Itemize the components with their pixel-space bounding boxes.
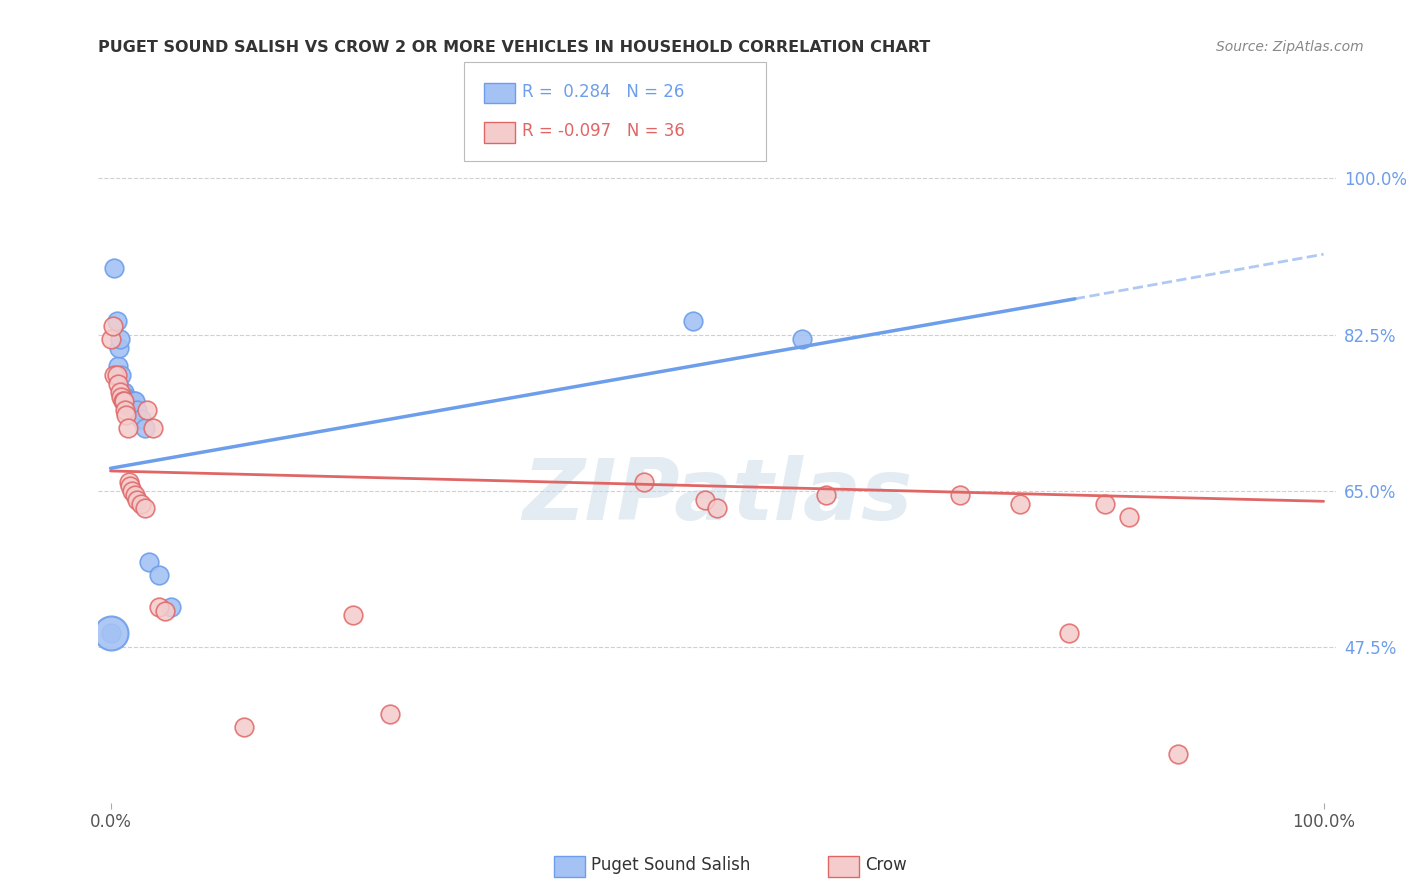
Point: [118, 475, 141, 489]
Point: [107, 359, 129, 373]
Point: [100, 626, 122, 640]
Point: [121, 399, 143, 413]
Point: [120, 394, 142, 409]
Point: [1167, 747, 1189, 761]
Point: [111, 394, 134, 409]
Point: [100, 332, 122, 346]
Point: [110, 368, 132, 382]
Point: [1057, 626, 1080, 640]
Point: [138, 555, 160, 569]
Point: [105, 368, 128, 382]
Point: [790, 332, 813, 346]
Point: [148, 568, 170, 582]
Point: [706, 501, 728, 516]
Point: [127, 403, 149, 417]
Point: [134, 501, 156, 516]
Point: [117, 421, 139, 435]
Point: [693, 492, 716, 507]
Point: [160, 599, 183, 614]
Point: [815, 488, 838, 502]
Point: [118, 394, 141, 409]
Text: ZIPatlas: ZIPatlas: [522, 455, 912, 538]
Point: [114, 390, 136, 404]
Point: [153, 604, 176, 618]
Point: [129, 497, 152, 511]
Point: [110, 332, 132, 346]
Point: [124, 394, 146, 409]
Point: [108, 341, 131, 355]
Text: Puget Sound Salish: Puget Sound Salish: [591, 856, 749, 874]
Point: [122, 394, 145, 409]
Point: [103, 368, 125, 382]
Point: [1094, 497, 1116, 511]
Point: [118, 479, 141, 493]
Point: [103, 260, 125, 275]
Text: Source: ZipAtlas.com: Source: ZipAtlas.com: [1216, 40, 1364, 54]
Point: [633, 475, 655, 489]
Point: [1010, 497, 1032, 511]
Point: [105, 314, 128, 328]
Point: [378, 706, 401, 721]
Point: [100, 626, 122, 640]
Point: [115, 394, 138, 409]
Point: [342, 608, 364, 623]
Point: [129, 412, 152, 426]
Point: [682, 314, 704, 328]
Point: [134, 421, 156, 435]
Point: [124, 488, 146, 502]
Point: [110, 385, 132, 400]
Point: [118, 399, 141, 413]
Point: [142, 421, 165, 435]
Text: R =  0.284   N = 26: R = 0.284 N = 26: [522, 83, 683, 101]
Point: [136, 403, 159, 417]
Point: [115, 408, 138, 422]
Point: [110, 390, 132, 404]
Point: [1118, 510, 1140, 524]
Point: [148, 599, 170, 614]
Point: [107, 376, 129, 391]
Text: R = -0.097   N = 36: R = -0.097 N = 36: [522, 122, 685, 140]
Point: [112, 385, 135, 400]
Point: [111, 385, 134, 400]
Text: PUGET SOUND SALISH VS CROW 2 OR MORE VEHICLES IN HOUSEHOLD CORRELATION CHART: PUGET SOUND SALISH VS CROW 2 OR MORE VEH…: [98, 40, 931, 55]
Point: [112, 394, 135, 409]
Point: [114, 403, 136, 417]
Point: [101, 318, 124, 333]
Point: [949, 488, 972, 502]
Text: Crow: Crow: [865, 856, 907, 874]
Point: [117, 399, 139, 413]
Point: [233, 720, 256, 734]
Point: [127, 492, 149, 507]
Point: [121, 483, 143, 498]
